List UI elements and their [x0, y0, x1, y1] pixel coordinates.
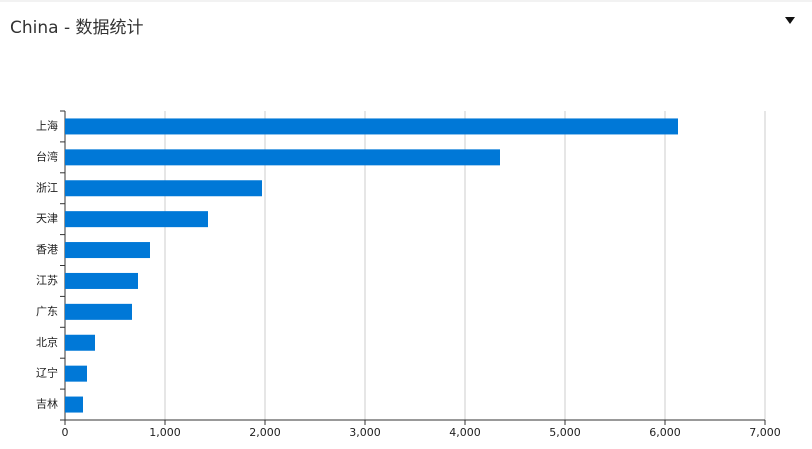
x-tick-label: 5,000 — [549, 426, 581, 439]
dropdown-toggle[interactable] — [785, 17, 795, 24]
x-tick-label: 4,000 — [449, 426, 481, 439]
bar — [65, 396, 83, 413]
y-tick-label: 吉林 — [36, 397, 58, 411]
bar — [65, 272, 138, 289]
x-tick-label: 3,000 — [349, 426, 381, 439]
y-tick-label: 天津 — [36, 212, 58, 225]
y-tick-label: 辽宁 — [36, 366, 58, 380]
bar — [65, 303, 132, 320]
bar — [65, 365, 87, 382]
y-tick-label: 江苏 — [36, 274, 58, 287]
bar — [65, 334, 95, 351]
y-tick-label: 香港 — [36, 243, 58, 256]
y-tick-label: 广东 — [36, 305, 58, 318]
bar — [65, 149, 500, 166]
y-tick-label: 上海 — [36, 118, 58, 132]
bar — [65, 211, 208, 228]
y-tick-label: 浙江 — [36, 181, 58, 194]
bar — [65, 180, 262, 197]
x-tick-label: 7,000 — [749, 426, 781, 439]
x-tick-label: 2,000 — [249, 426, 281, 439]
x-tick-label: 1,000 — [149, 426, 181, 439]
x-tick-label: 0 — [62, 426, 69, 439]
y-tick-label: 北京 — [36, 335, 58, 349]
bar — [65, 118, 678, 135]
bar — [65, 242, 150, 259]
chart-title: China - 数据统计 — [10, 18, 144, 38]
x-tick-label: 6,000 — [649, 426, 681, 439]
y-tick-label: 台湾 — [36, 149, 58, 163]
